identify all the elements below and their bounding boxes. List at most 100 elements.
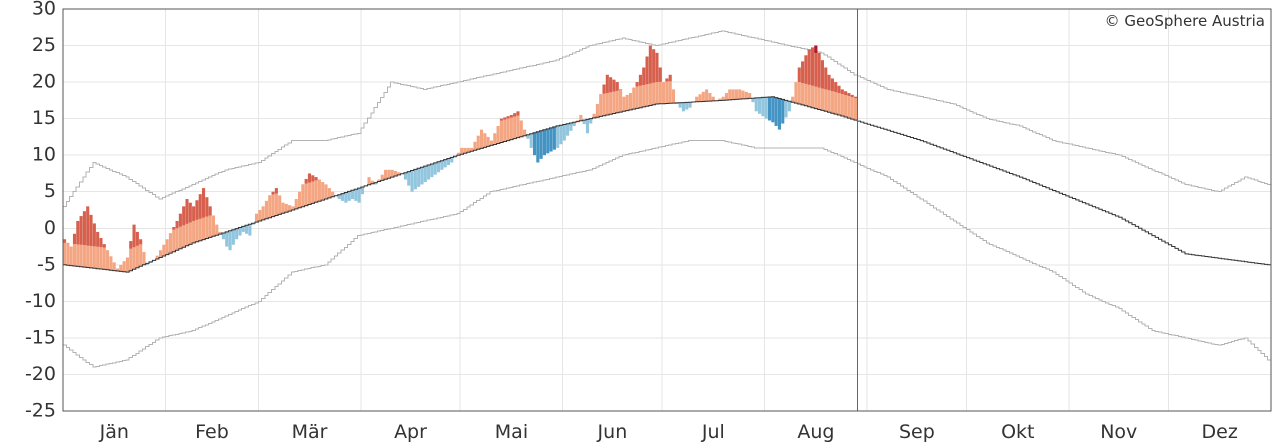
warm-bar (506, 118, 510, 141)
cold-bar (423, 166, 427, 182)
warm-bar (307, 182, 312, 205)
cold-bar (225, 231, 229, 247)
warm-bar (728, 89, 732, 100)
cold-bar (436, 161, 441, 173)
warm-bar (142, 252, 146, 265)
warm-bar (705, 89, 709, 102)
very-warm-bar (503, 117, 507, 120)
warm-bar (638, 85, 642, 108)
very-warm-bar (814, 45, 818, 87)
x-tick-label: Feb (195, 421, 229, 443)
warm-bar (162, 244, 166, 257)
warm-bar (486, 136, 490, 147)
warm-bar (112, 262, 116, 271)
cold-bar (341, 193, 345, 201)
cold-bar (556, 125, 560, 148)
very-warm-bar (182, 206, 186, 226)
warm-bar (314, 180, 318, 203)
very-warm-bar (86, 206, 90, 246)
very-warm-bar (827, 74, 831, 91)
very-warm-bar (195, 200, 199, 220)
warm-bar (367, 177, 371, 185)
cold-bar (559, 125, 563, 145)
cold-bar (238, 227, 242, 236)
warm-bar (642, 85, 646, 107)
warm-bar (264, 200, 268, 219)
warm-bar (612, 91, 616, 114)
very-warm-bar (834, 82, 838, 93)
y-axis-tick-labels: 30 25 20 15 10 5 0 -5 -10 -15 -20 -25 (25, 0, 56, 422)
cold-bar (536, 131, 540, 163)
very-warm-bar (847, 93, 851, 97)
warm-bar (102, 247, 106, 270)
x-tick-label: Okt (1001, 421, 1034, 443)
record-range-lines (63, 30, 1271, 368)
warm-bar (791, 96, 795, 103)
warm-bar (665, 81, 669, 104)
very-warm-bar (188, 202, 192, 223)
cold-bar (145, 263, 149, 265)
very-warm-bar (850, 94, 854, 98)
very-warm-bar (304, 178, 308, 184)
very-warm-bar (99, 238, 103, 248)
warm-bar (655, 82, 659, 105)
x-tick-label: Jul (701, 421, 725, 443)
warm-bar (89, 245, 93, 268)
very-warm-bar (274, 188, 278, 194)
warm-bar (155, 255, 159, 259)
warm-bar (278, 195, 282, 215)
warm-bar (662, 82, 666, 104)
copyright-credit: © GeoSphere Austria (1105, 12, 1265, 30)
very-warm-bar (92, 223, 96, 247)
plot-frame (62, 8, 1272, 412)
very-warm-bar (202, 188, 206, 218)
warm-bar (817, 87, 821, 110)
cold-bar (241, 226, 245, 232)
cold-bar (681, 102, 686, 112)
cold-bar (403, 172, 407, 180)
very-warm-bar (72, 233, 77, 245)
very-warm-bar (271, 191, 275, 195)
very-warm-bar (516, 111, 520, 116)
warm-bar (291, 206, 295, 210)
cold-bar (569, 123, 573, 131)
x-tick-label: Jun (597, 421, 628, 443)
very-warm-bar (175, 220, 179, 229)
cold-bar (417, 168, 421, 187)
very-warm-bar (665, 78, 669, 82)
warm-bar (470, 147, 474, 152)
y-tick-label: -25 (25, 400, 56, 422)
cold-bar (582, 120, 586, 125)
warm-bar (261, 206, 265, 220)
warm-bar (523, 129, 527, 136)
warm-bar (814, 86, 818, 109)
warm-bar (801, 83, 805, 105)
very-warm-bar (853, 96, 858, 99)
very-warm-bar (135, 231, 139, 246)
cold-bar (357, 188, 361, 203)
y-tick-label: -5 (37, 253, 56, 275)
x-tick-label: Mär (292, 421, 328, 443)
warm-bar (202, 217, 206, 240)
very-warm-bar (314, 177, 318, 181)
warm-bar (628, 93, 633, 110)
warm-bar (738, 89, 742, 100)
warm-bar (188, 222, 192, 245)
cold-bar (787, 101, 791, 112)
very-warm-bar (605, 74, 609, 94)
warm-bar (69, 246, 73, 266)
warm-bar (493, 133, 497, 145)
warm-bar (460, 147, 464, 155)
x-tick-label: Apr (394, 421, 427, 443)
warm-bar (810, 85, 815, 108)
cold-bar (149, 261, 153, 263)
x-tick-label: Dez (1202, 421, 1238, 443)
warm-bar (513, 116, 517, 139)
warm-bar (834, 92, 838, 115)
cold-bar (347, 191, 351, 201)
warm-bar (489, 140, 494, 146)
warm-bar (734, 89, 738, 100)
very-warm-bar (668, 74, 672, 82)
warm-bar (122, 261, 126, 272)
